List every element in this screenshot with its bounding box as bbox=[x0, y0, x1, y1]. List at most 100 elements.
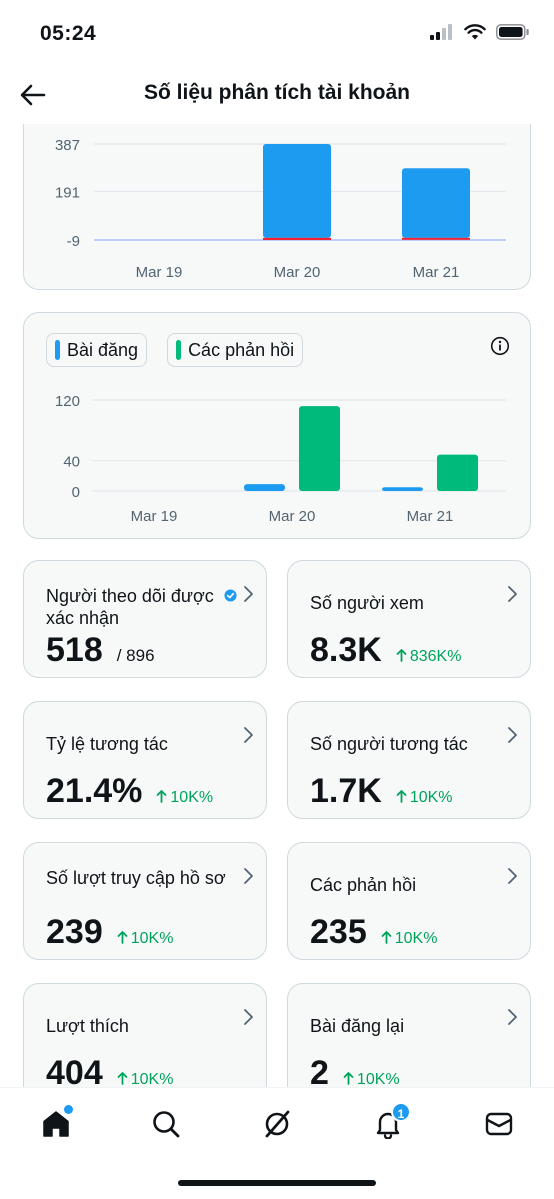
battery-icon bbox=[496, 24, 529, 40]
chevron-right-icon bbox=[244, 586, 253, 602]
stat-title: Số người xem bbox=[310, 593, 424, 613]
cellular-signal-icon bbox=[430, 24, 452, 40]
legend-item-replies[interactable]: Các phản hồi bbox=[167, 333, 304, 367]
back-button[interactable] bbox=[14, 76, 52, 114]
status-time: 05:24 bbox=[40, 22, 97, 45]
stat-title: Người theo dõi được xác nhận bbox=[46, 586, 214, 628]
stat-card[interactable]: Tỷ lệ tương tác 21.4% 10K% bbox=[23, 701, 267, 819]
nav-messages[interactable] bbox=[477, 1102, 521, 1146]
home-icon bbox=[43, 1111, 69, 1137]
stat-change: 10K% bbox=[381, 930, 438, 948]
stat-change: 10K% bbox=[117, 930, 174, 948]
impressions-chart: 387 191 -9 Mar 19 Mar 20 Mar 21 bbox=[55, 137, 506, 281]
stat-change: 10K% bbox=[396, 789, 453, 807]
wifi-icon bbox=[464, 24, 486, 40]
arrow-up-icon bbox=[117, 1072, 128, 1085]
stat-title: Số lượt truy cập hồ sơ bbox=[46, 868, 226, 888]
stat-change-value: 10K% bbox=[409, 789, 453, 806]
y-tick-label: 120 bbox=[55, 393, 80, 410]
bar-replies[interactable] bbox=[299, 406, 340, 491]
x-tick-label: Mar 20 bbox=[274, 264, 321, 281]
arrow-up-icon bbox=[157, 790, 167, 803]
nav-search[interactable] bbox=[144, 1102, 188, 1146]
info-icon[interactable] bbox=[490, 336, 510, 356]
stat-change-value: 10K% bbox=[130, 930, 174, 947]
legend-label-posts: Bài đăng bbox=[67, 339, 139, 360]
stat-change: 10K% bbox=[343, 1071, 400, 1087]
y-tick-label: -9 bbox=[67, 233, 80, 250]
legend-swatch-posts bbox=[55, 340, 60, 360]
chevron-right-icon bbox=[244, 727, 253, 743]
stat-value-row: 239 10K% bbox=[46, 913, 173, 952]
stat-card[interactable]: Người theo dõi được xác nhận 518 / 896 bbox=[23, 560, 267, 678]
stat-value: 518 bbox=[46, 631, 103, 669]
x-tick-label: Mar 21 bbox=[407, 508, 454, 525]
stat-change-value: 836K% bbox=[409, 648, 462, 665]
nav-notifications[interactable]: 1 bbox=[366, 1102, 411, 1146]
bar-negative[interactable] bbox=[263, 237, 331, 240]
stat-value-row: 21.4% 10K% bbox=[46, 772, 213, 811]
stat-value-row: 404 10K% bbox=[46, 1054, 173, 1087]
arrow-left-icon bbox=[20, 84, 46, 106]
bar-posts[interactable] bbox=[382, 487, 423, 491]
impressions-chart-card: 387 191 -9 Mar 19 Mar 20 Mar 21 bbox=[23, 124, 531, 290]
y-tick-label: 0 bbox=[72, 484, 80, 501]
y-tick-label: 191 bbox=[55, 185, 80, 202]
arrow-up-icon bbox=[396, 649, 407, 662]
x-tick-label: Mar 21 bbox=[413, 264, 460, 281]
stat-change-value: 10K% bbox=[356, 1071, 400, 1087]
bottom-nav: 1 bbox=[0, 1087, 554, 1199]
stat-value-row: 8.3K 836K% bbox=[310, 631, 461, 670]
bar[interactable] bbox=[263, 144, 331, 238]
stat-title: Lượt thích bbox=[46, 1016, 129, 1036]
bar[interactable] bbox=[402, 168, 470, 238]
x-tick-label: Mar 19 bbox=[136, 264, 183, 281]
page-title: Số liệu phân tích tài khoản bbox=[143, 81, 411, 104]
notification-badge: 1 bbox=[391, 1102, 411, 1122]
stat-value-row: 235 10K% bbox=[310, 913, 437, 952]
analytics-content[interactable]: 387 191 -9 Mar 19 Mar 20 Mar 21 Bài đăng Các … bbox=[0, 124, 554, 1087]
stat-value-row: 2 10K% bbox=[310, 1054, 400, 1087]
legend-swatch-replies bbox=[176, 340, 182, 360]
arrow-up-icon bbox=[117, 931, 128, 944]
nav-home[interactable] bbox=[34, 1102, 78, 1146]
stat-change-value: 10K% bbox=[394, 930, 438, 947]
messages-icon bbox=[485, 1112, 513, 1136]
stat-card[interactable]: Số người tương tác 1.7K 10K% bbox=[287, 701, 531, 819]
chevron-right-icon bbox=[508, 727, 517, 743]
arrow-up-icon bbox=[381, 931, 392, 944]
home-unread-dot bbox=[64, 1105, 73, 1114]
chevron-right-icon bbox=[508, 586, 517, 602]
stat-change: 836K% bbox=[396, 648, 462, 666]
stat-card[interactable]: Số người xem 8.3K 836K% bbox=[287, 560, 531, 678]
stat-title: Bài đăng lại bbox=[310, 1016, 405, 1036]
stat-value: 2 bbox=[310, 1054, 329, 1087]
stat-value: 235 bbox=[310, 913, 367, 951]
y-tick-label: 387 bbox=[55, 137, 80, 154]
legend-label-replies: Các phản hồi bbox=[188, 339, 295, 360]
arrow-up-icon bbox=[343, 1072, 354, 1085]
arrow-up-icon bbox=[396, 790, 407, 803]
grok-icon bbox=[265, 1110, 290, 1138]
stat-value: 1.7K bbox=[310, 772, 382, 810]
posts-replies-chart: 120 40 0 Mar 19 Mar 20 Mar 21 bbox=[55, 393, 506, 525]
stat-value-row: 518 / 896 bbox=[46, 631, 155, 670]
bar-replies[interactable] bbox=[437, 454, 478, 491]
bar-posts[interactable] bbox=[244, 484, 285, 491]
stat-title: Tỷ lệ tương tác bbox=[46, 734, 168, 754]
bar-negative[interactable] bbox=[402, 237, 470, 240]
stat-change-value: 10K% bbox=[170, 789, 214, 806]
stat-title: Các phản hồi bbox=[310, 875, 417, 895]
stat-card[interactable]: Số lượt truy cập hồ sơ 239 10K% bbox=[23, 842, 267, 960]
stat-card[interactable]: Các phản hồi 235 10K% bbox=[287, 842, 531, 960]
home-indicator bbox=[178, 1180, 376, 1186]
x-tick-label: Mar 20 bbox=[269, 508, 316, 525]
search-icon bbox=[153, 1111, 180, 1138]
chevron-right-icon bbox=[244, 868, 253, 884]
stat-card[interactable]: Bài đăng lại 2 10K% bbox=[287, 983, 531, 1087]
legend-item-posts[interactable]: Bài đăng bbox=[46, 333, 148, 367]
verified-badge-icon bbox=[224, 589, 237, 602]
stat-card[interactable]: Lượt thích 404 10K% bbox=[23, 983, 267, 1087]
stat-title: Số người tương tác bbox=[310, 734, 468, 754]
nav-grok[interactable] bbox=[255, 1102, 299, 1146]
